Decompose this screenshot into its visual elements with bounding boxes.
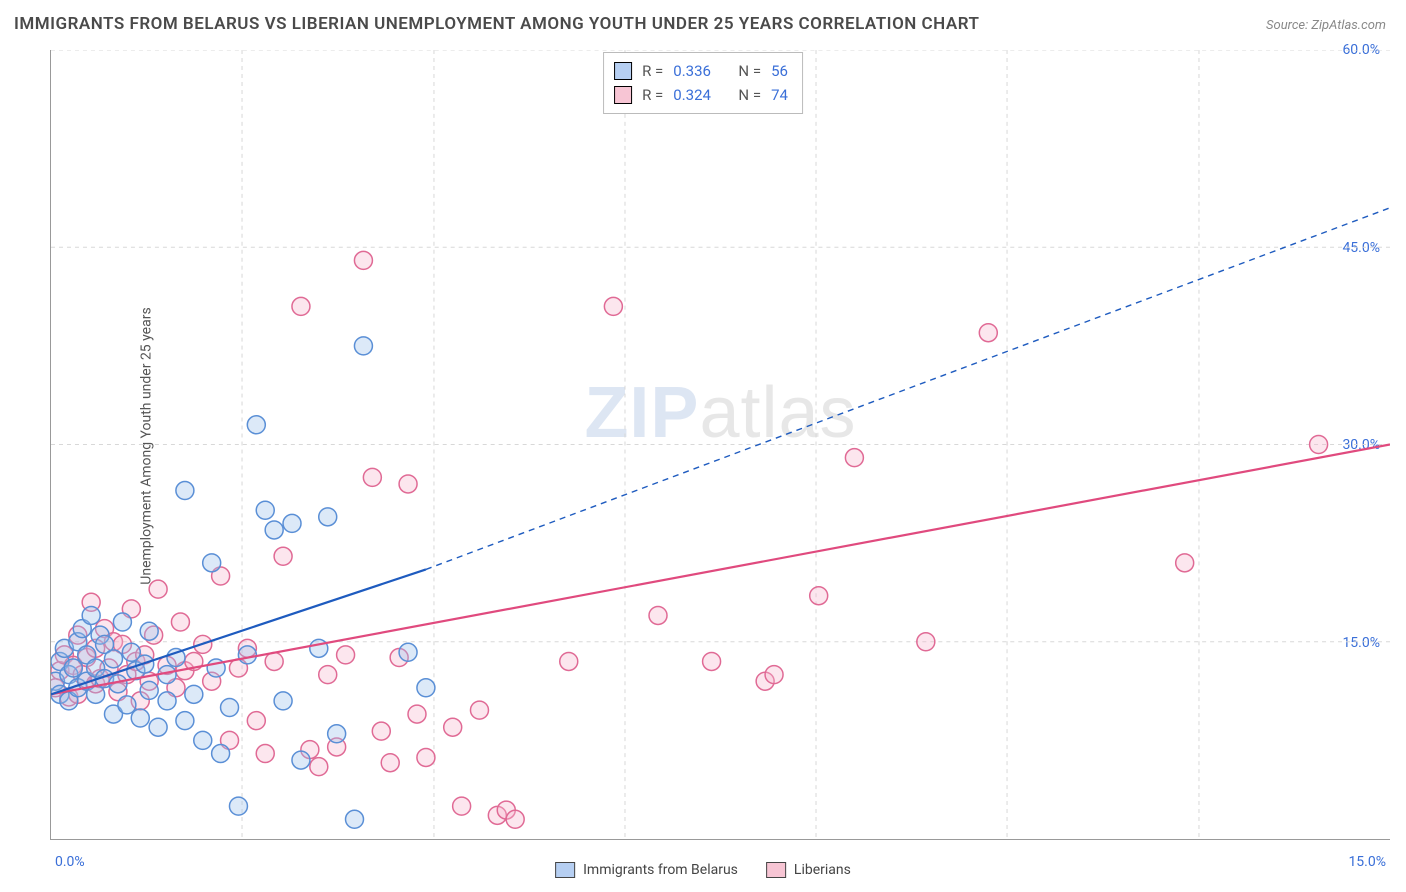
swatch-liberians-icon [766,862,786,878]
series-legend: Immigrants from Belarus Liberians [555,862,851,878]
x-tick-max: 15.0% [1348,854,1386,870]
n-label: N = [738,59,761,83]
chart-title: IMMIGRANTS FROM BELARUS VS LIBERIAN UNEM… [14,14,979,34]
swatch-belarus-icon [555,862,575,878]
legend-item-belarus: Immigrants from Belarus [555,862,738,878]
r-label: R = [642,83,663,107]
legend-item-liberians: Liberians [766,862,851,878]
legend-label-belarus: Immigrants from Belarus [583,862,738,878]
r-label: R = [642,59,663,83]
legend-label-liberians: Liberians [794,862,851,878]
r-value-liberians: 0.324 [673,83,711,107]
n-label: N = [738,83,761,107]
n-value-liberians: 74 [771,83,788,107]
plot-svg [51,50,1390,839]
r-value-belarus: 0.336 [673,59,711,83]
stat-row-belarus: R = 0.336 N = 56 [614,59,788,83]
x-tick-origin: 0.0% [55,854,85,870]
swatch-belarus-icon [614,62,632,80]
stat-row-liberians: R = 0.324 N = 74 [614,83,788,107]
source-attribution: Source: ZipAtlas.com [1266,18,1386,33]
swatch-liberians-icon [614,86,632,104]
plot-area: ZIPatlas 15.0%30.0%45.0%60.0% [50,50,1390,840]
n-value-belarus: 56 [771,59,788,83]
stat-legend: R = 0.336 N = 56 R = 0.324 N = 74 [603,52,803,114]
